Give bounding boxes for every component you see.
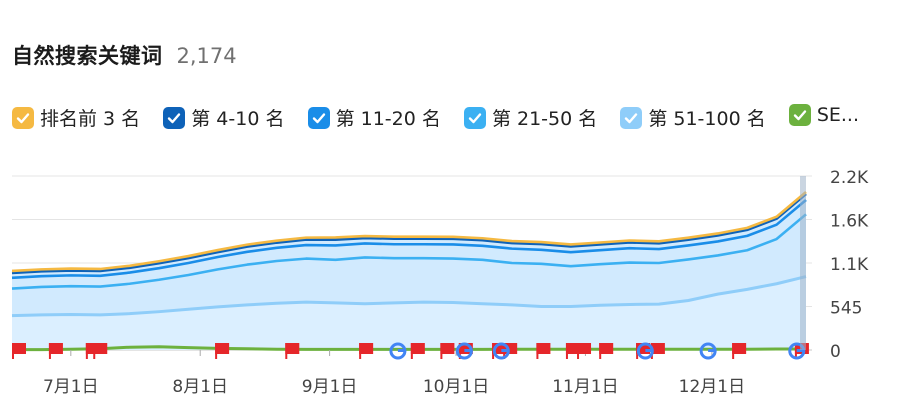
event-flag-icon[interactable] bbox=[359, 343, 374, 359]
checkbox-checked-icon[interactable] bbox=[163, 106, 186, 129]
widget-header: 自然搜索关键词 2,174 bbox=[12, 40, 237, 76]
area-第 4-10 名 bbox=[12, 193, 806, 278]
event-flag-icon[interactable] bbox=[536, 343, 551, 359]
x-tick-label: 7月1日 bbox=[43, 377, 99, 397]
x-tick-label: 9月1日 bbox=[302, 377, 358, 397]
x-tick-label: 11月1日 bbox=[552, 377, 618, 397]
checkbox-checked-icon[interactable] bbox=[307, 106, 330, 129]
series-line-第 11-20 名 bbox=[11, 198, 807, 280]
x-tick-label: 10月1日 bbox=[423, 377, 489, 397]
legend-item-21-50[interactable]: 第 21-50 名 bbox=[463, 104, 598, 131]
event-flag-icon[interactable] bbox=[85, 343, 100, 359]
widget-title: 自然搜索关键词 bbox=[12, 44, 163, 68]
series-line-排名前 3 名 bbox=[11, 190, 807, 273]
google-update-icon[interactable] bbox=[788, 342, 806, 360]
google-update-icon[interactable] bbox=[699, 342, 717, 360]
event-flag-icon[interactable] bbox=[48, 343, 63, 359]
series-line-第 4-10 名 bbox=[11, 192, 807, 275]
event-flag-icon[interactable] bbox=[577, 343, 592, 359]
event-flag-icon[interactable] bbox=[599, 343, 614, 359]
y-tick-label: 545 bbox=[830, 299, 862, 319]
legend-item-4-10[interactable]: 第 4-10 名 bbox=[163, 104, 284, 131]
event-flag-icon[interactable] bbox=[215, 343, 230, 359]
event-flag-icon[interactable] bbox=[93, 343, 108, 359]
series-line-第 21-50 名 bbox=[11, 213, 807, 290]
checkbox-checked-icon[interactable] bbox=[12, 106, 34, 129]
event-flag-icon[interactable] bbox=[285, 343, 300, 359]
event-flag-icon[interactable] bbox=[565, 343, 580, 359]
legend: 排名前 3 名 第 4-10 名 第 11-20 名 第 21-50 名 第 5… bbox=[12, 104, 924, 136]
legend-label: 第 4-10 名 bbox=[191, 108, 285, 130]
legend-item-top3[interactable]: 排名前 3 名 bbox=[12, 104, 140, 131]
checkbox-checked-icon[interactable] bbox=[463, 106, 486, 129]
legend-label: 第 21-50 名 bbox=[491, 108, 598, 130]
legend-item-51-100[interactable]: 第 51-100 名 bbox=[620, 104, 766, 131]
google-update-icon[interactable] bbox=[492, 342, 510, 360]
y-tick-label: 2.2K bbox=[830, 168, 869, 188]
series-line-serp bbox=[12, 345, 806, 352]
y-tick-label: 1.1K bbox=[830, 255, 869, 275]
legend-label: 第 11-20 名 bbox=[335, 108, 441, 130]
checkbox-checked-icon[interactable] bbox=[620, 106, 643, 129]
area-第 51-100 名 bbox=[12, 276, 806, 350]
event-flag-icon[interactable] bbox=[732, 343, 747, 359]
legend-item-11-20[interactable]: 第 11-20 名 bbox=[307, 104, 441, 131]
y-tick-label: 0 bbox=[830, 342, 841, 362]
event-flag-icon[interactable] bbox=[410, 343, 425, 359]
event-flag-icon[interactable] bbox=[440, 343, 455, 359]
legend-item-serp[interactable]: SE... bbox=[788, 104, 860, 126]
x-tick-label: 8月1日 bbox=[172, 377, 228, 397]
legend-label: 第 51-100 名 bbox=[648, 108, 766, 130]
legend-label: 排名前 3 名 bbox=[40, 108, 141, 130]
area-第 21-50 名 bbox=[12, 214, 806, 316]
x-tick-label: 12月1日 bbox=[679, 377, 745, 397]
google-update-icon[interactable] bbox=[636, 342, 654, 360]
keyword-count: 2,174 bbox=[176, 44, 237, 68]
checkbox-checked-icon[interactable] bbox=[788, 104, 811, 126]
y-tick-label: 1.6K bbox=[830, 212, 869, 232]
hover-cursor bbox=[800, 176, 806, 350]
event-flag-icon[interactable] bbox=[12, 343, 26, 359]
rankings-chart[interactable]: 2.2K 1.6K 1.1K 545 0 7月1日 8月1日 9月1日 10月1日 11月1日 1… bbox=[0, 150, 924, 414]
google-update-icon[interactable] bbox=[455, 342, 473, 360]
legend-label: SE... bbox=[816, 104, 860, 126]
google-update-icon[interactable] bbox=[389, 342, 407, 360]
event-flag-icon[interactable] bbox=[458, 343, 473, 359]
series-line-第 51-100 名 bbox=[11, 275, 807, 318]
